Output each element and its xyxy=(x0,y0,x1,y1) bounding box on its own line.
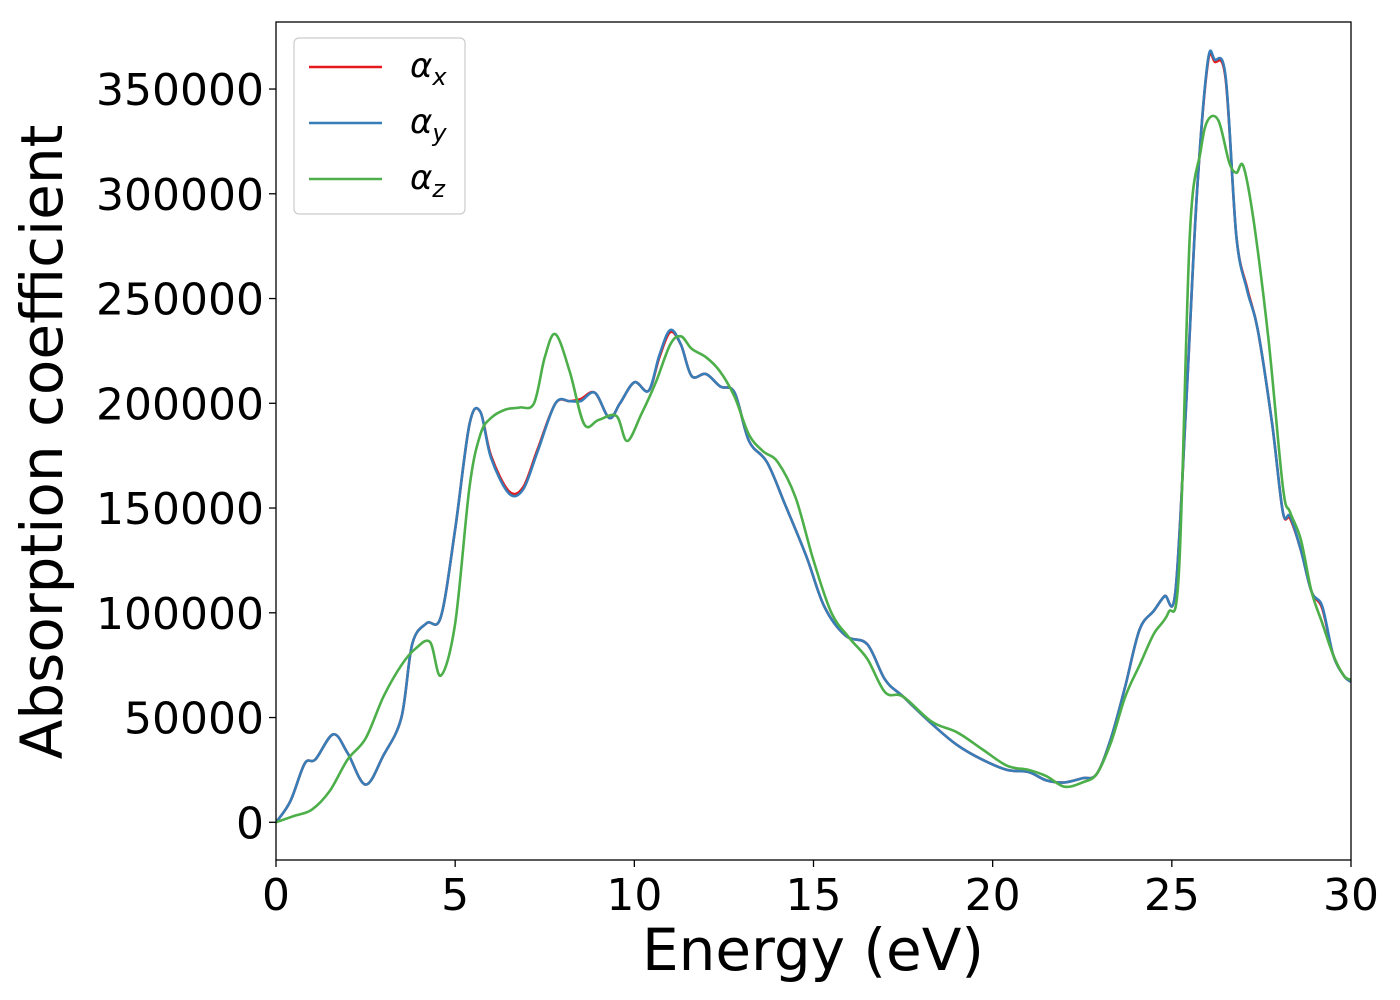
x-tick-label: 10 xyxy=(606,870,662,921)
x-tick-label: 20 xyxy=(965,870,1021,921)
y-axis: 0 50000 100000 150000 200000 250000 300000 3500… xyxy=(96,65,276,849)
x-axis-title: Energy (eV) xyxy=(642,916,984,984)
legend: αx αy αz xyxy=(293,37,466,215)
series-line-y xyxy=(276,49,1351,824)
y-tick-label: 200000 xyxy=(96,379,264,430)
y-tick-label: 0 xyxy=(236,798,264,849)
legend-label-y: αy xyxy=(410,102,447,147)
x-tick-label: 5 xyxy=(441,870,469,921)
legend-label-z: αz xyxy=(410,158,446,203)
y-tick-label: 350000 xyxy=(96,65,264,116)
y-tick-label: 250000 xyxy=(96,275,264,326)
x-tick-label: 30 xyxy=(1323,870,1379,921)
x-axis: 0 5 10 15 20 25 30 xyxy=(262,860,1379,921)
legend-label-x: αx xyxy=(410,46,447,91)
y-tick-label: 150000 xyxy=(96,484,264,535)
x-tick-label: 25 xyxy=(1144,870,1200,921)
y-tick-label: 300000 xyxy=(96,170,264,221)
x-tick-label: 15 xyxy=(786,870,842,921)
series-line-z xyxy=(276,114,1351,824)
y-tick-label: 100000 xyxy=(96,589,264,640)
y-tick-label: 50000 xyxy=(124,694,264,745)
x-tick-label: 0 xyxy=(262,870,290,921)
y-axis-title: Absorption coefficient xyxy=(8,125,76,760)
legend-box xyxy=(293,37,466,215)
